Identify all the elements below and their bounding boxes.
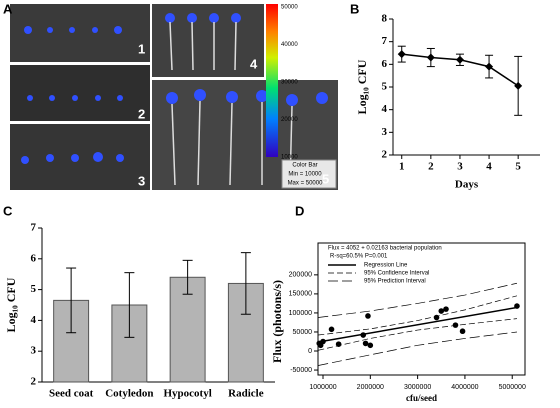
y-tick-label: 6 [31,252,37,264]
equation: Flux = 4052 + 0.02163 bacterial populati… [328,246,442,252]
blobs [21,13,328,164]
point [452,322,459,328]
colorbar-title: Color Bar [292,163,317,169]
point [397,50,406,59]
y-tick-label: 5 [31,283,37,295]
x-tick-label: 3 [457,161,463,173]
y-tick-label: 50000 [293,329,313,336]
x-tick-label: Seed coat [49,388,94,400]
x-tick-label: 2 [428,161,434,173]
plot-frame [317,242,526,376]
x-tick-label: Hypocotyl [163,388,211,400]
y-tick-label: 2 [31,376,37,388]
legend-label: 95% Confidence Interval [364,271,429,277]
x-tick-label: Radicle [228,388,264,400]
point [438,308,445,314]
point [443,306,449,312]
x-tick-label: 1 [399,161,405,173]
x-tick-label: 4000000 [451,384,478,391]
panel-label: A [3,1,13,16]
y-axis-label: Flux (photons/s) [270,280,284,363]
panel-label: B [350,1,359,16]
interval-line [318,318,517,351]
y-tick-label: 5 [382,81,388,93]
y-tick-label: 4 [31,314,37,326]
x-tick-label: 5000000 [499,384,526,391]
colorbar-tick-label: 20000 [281,117,298,123]
point [485,62,494,71]
colorbar-min: Min = 10000 [288,172,322,178]
image-label: 2 [138,106,145,121]
y-tick-label: 150000 [289,291,312,298]
x-axis-label: Days [455,179,479,191]
interval-line [318,331,518,366]
regression-line [319,306,518,343]
point [328,326,335,333]
y-tick-label: 100000 [289,310,312,317]
colorbar-max: Max = 50000 [288,181,324,187]
x-tick-label: 2000000 [357,384,384,391]
point [514,303,520,309]
point [514,81,523,90]
colorbar-tick-label: 30000 [281,80,298,86]
bar [169,276,206,383]
y-tick-label: 3 [382,126,388,138]
point [335,341,342,347]
stats: R-sq=60.5% P=0.001 [330,254,388,260]
image-1 [10,4,150,62]
point [320,338,326,345]
image-label: 4 [250,56,258,71]
y-tick-label: -50000 [290,367,312,374]
y-tick-label: 2 [382,149,388,161]
point [360,332,367,338]
color-bar [266,4,278,157]
y-tick-label: 6 [382,58,388,70]
point [433,314,440,321]
y-tick-label: 7 [31,222,37,234]
image-label: 5 [322,171,329,186]
y-tick-label: 7 [382,35,388,47]
image-3 [10,124,150,190]
point [362,340,369,347]
interval-line [318,282,518,318]
color-bar-box [281,159,337,189]
x-tick-label: 1000000 [309,384,336,391]
x-tick-label: 4 [486,161,492,173]
y-axis-label: Log₁₀ CFU [355,59,369,114]
image-2 [10,65,150,121]
interval-line [318,295,518,336]
x-tick-label: Cotyledon [105,388,153,400]
y-tick-label: 200000 [289,272,312,279]
colorbar-tick-label: 40000 [281,42,298,48]
colorbar-tick-label: 10000 [281,155,298,161]
colorbar-tick-label: 50000 [281,5,298,11]
y-tick-label: 0 [308,348,312,355]
x-tick-label: 3000000 [404,384,431,391]
panel-label: C [3,203,13,218]
legend-label: Regression Line [364,263,408,269]
y-tick-label: 3 [31,345,37,357]
image-label: 1 [138,41,145,56]
point [455,55,464,64]
legend-label: 95% Prediction Interval [364,279,426,285]
panel-a-images [10,4,338,190]
point [459,328,466,335]
y-tick-label: 4 [382,103,388,115]
x-axis-label: cfu/seed [406,393,437,403]
point [426,53,435,62]
image-label: 3 [138,173,145,188]
panel-label: D [295,203,304,218]
point [365,313,371,319]
y-axis-label: Log₁₀ CFU [4,277,18,332]
x-tick-label: 5 [515,161,521,173]
y-tick-label: 8 [382,13,388,25]
point [367,342,374,349]
